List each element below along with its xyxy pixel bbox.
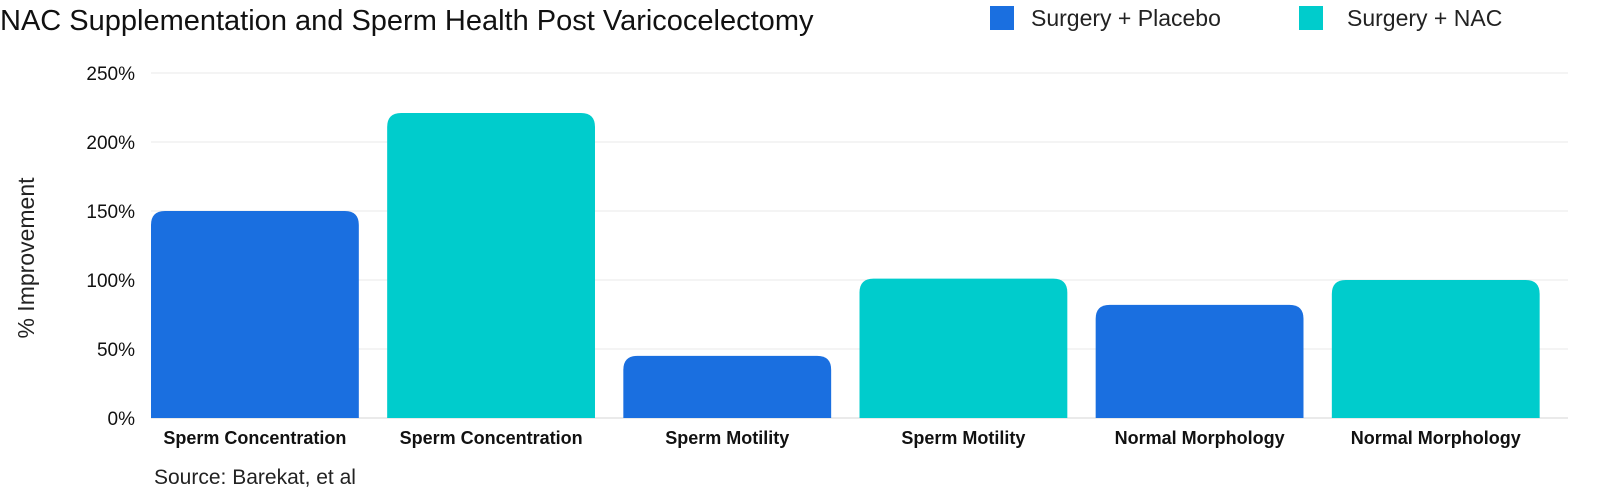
y-tick-label: 250%: [86, 64, 135, 85]
legend-swatch-nac: [1299, 6, 1323, 30]
y-tick-label: 50%: [97, 340, 135, 361]
y-tick-label: 100%: [86, 271, 135, 292]
legend-swatch-placebo: [990, 6, 1014, 30]
y-axis-label: % Improvement: [13, 177, 39, 339]
bar-sperm-concentration-nac: [387, 113, 595, 419]
y-tick-label: 150%: [86, 202, 135, 223]
legend-label-nac: Surgery + NAC: [1347, 5, 1502, 31]
legend-label-placebo: Surgery + Placebo: [1031, 5, 1221, 31]
bar-sperm-motility-nac: [859, 278, 1068, 418]
x-tick-label: Sperm Motility: [901, 428, 1025, 448]
x-tick-label: Normal Morphology: [1115, 428, 1285, 448]
x-tick-label: Sperm Concentration: [163, 428, 346, 448]
bars: [151, 113, 1540, 419]
bar-normal-morphology-placebo: [1095, 304, 1304, 418]
x-tick-label: Sperm Concentration: [400, 428, 583, 448]
y-axis-ticks: 0% 50% 100% 150% 200% 250%: [86, 64, 135, 430]
y-tick-label: 200%: [86, 133, 135, 154]
x-axis-ticks: Sperm Concentration Sperm Concentration Sp…: [163, 428, 1520, 448]
x-tick-label: Normal Morphology: [1351, 428, 1521, 448]
legend: Surgery + Placebo Surgery + NAC: [990, 5, 1502, 31]
bar-sperm-concentration-placebo: [151, 211, 359, 418]
x-tick-label: Sperm Motility: [665, 428, 789, 448]
bar-normal-morphology-nac: [1331, 280, 1540, 418]
y-tick-label: 0%: [108, 409, 136, 430]
bar-sperm-motility-placebo: [623, 355, 832, 418]
chart-title: NAC Supplementation and Sperm Health Pos…: [0, 5, 814, 37]
source-note: Source: Barekat, et al: [154, 466, 356, 489]
